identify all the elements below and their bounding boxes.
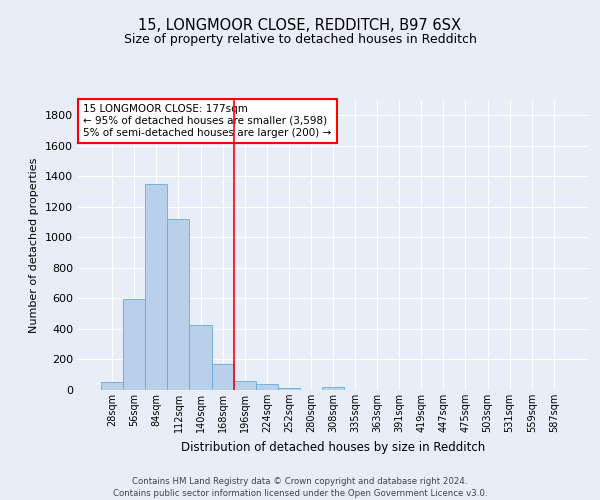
Text: Contains HM Land Registry data © Crown copyright and database right 2024.
Contai: Contains HM Land Registry data © Crown c… <box>113 476 487 498</box>
Bar <box>256 384 278 390</box>
Bar <box>101 382 123 390</box>
Bar <box>167 219 190 390</box>
Bar <box>278 388 300 390</box>
Bar <box>190 325 212 390</box>
Y-axis label: Number of detached properties: Number of detached properties <box>29 158 40 332</box>
Text: Distribution of detached houses by size in Redditch: Distribution of detached houses by size … <box>181 441 485 454</box>
Bar <box>233 381 256 390</box>
Bar <box>212 364 233 390</box>
Bar <box>322 387 344 390</box>
Text: 15, LONGMOOR CLOSE, REDDITCH, B97 6SX: 15, LONGMOOR CLOSE, REDDITCH, B97 6SX <box>139 18 461 32</box>
Bar <box>145 184 167 390</box>
Bar <box>123 299 145 390</box>
Text: Size of property relative to detached houses in Redditch: Size of property relative to detached ho… <box>124 32 476 46</box>
Text: 15 LONGMOOR CLOSE: 177sqm
← 95% of detached houses are smaller (3,598)
5% of sem: 15 LONGMOOR CLOSE: 177sqm ← 95% of detac… <box>83 104 331 138</box>
